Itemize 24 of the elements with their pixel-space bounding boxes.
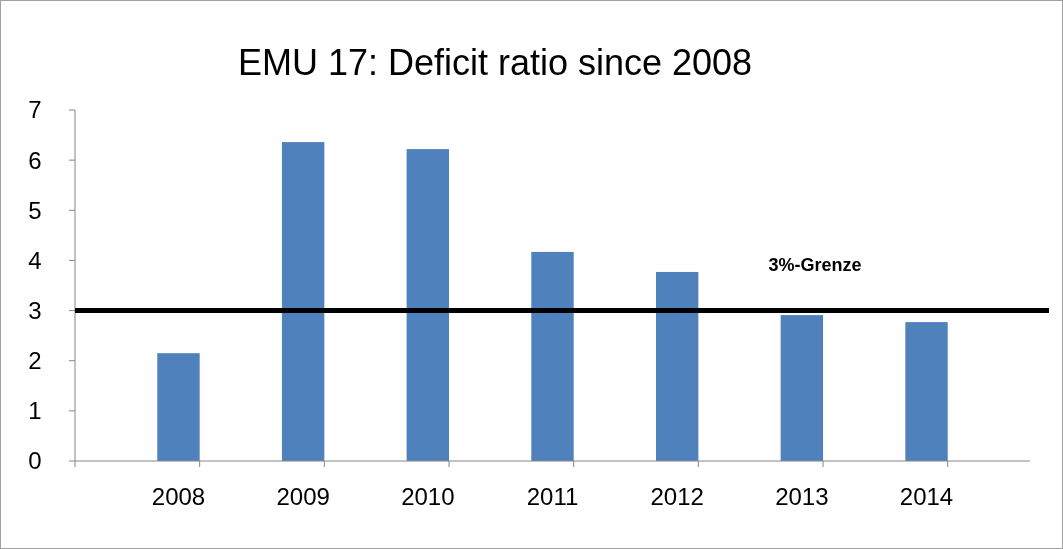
bar <box>281 142 325 461</box>
y-tick-label: 4 <box>28 246 42 274</box>
x-tick-label: 2010 <box>401 483 455 510</box>
y-tick-label: 3 <box>28 296 42 324</box>
bar <box>406 149 450 461</box>
y-tick-label: 5 <box>28 196 42 224</box>
y-tick-label: 0 <box>28 447 42 475</box>
y-tick-label: 6 <box>28 146 42 174</box>
x-tick-label: 2013 <box>775 483 829 510</box>
x-tick-label: 2011 <box>526 483 579 510</box>
bar <box>157 353 200 461</box>
ref-line-label: 3%-Grenze <box>768 254 862 275</box>
x-tick-label: 2014 <box>899 483 954 510</box>
bar <box>780 315 824 461</box>
bar <box>655 271 699 461</box>
bar <box>531 251 574 461</box>
y-tick-label: 7 <box>28 96 42 124</box>
x-tick-label: 2012 <box>650 483 704 510</box>
x-tick-label: 2008 <box>151 483 206 510</box>
bar <box>905 322 948 461</box>
y-tick-label: 1 <box>28 397 42 425</box>
chart-title: EMU 17: Deficit ratio since 2008 <box>237 42 753 83</box>
y-tick-label: 2 <box>28 347 42 375</box>
x-tick-label: 2009 <box>276 483 330 510</box>
